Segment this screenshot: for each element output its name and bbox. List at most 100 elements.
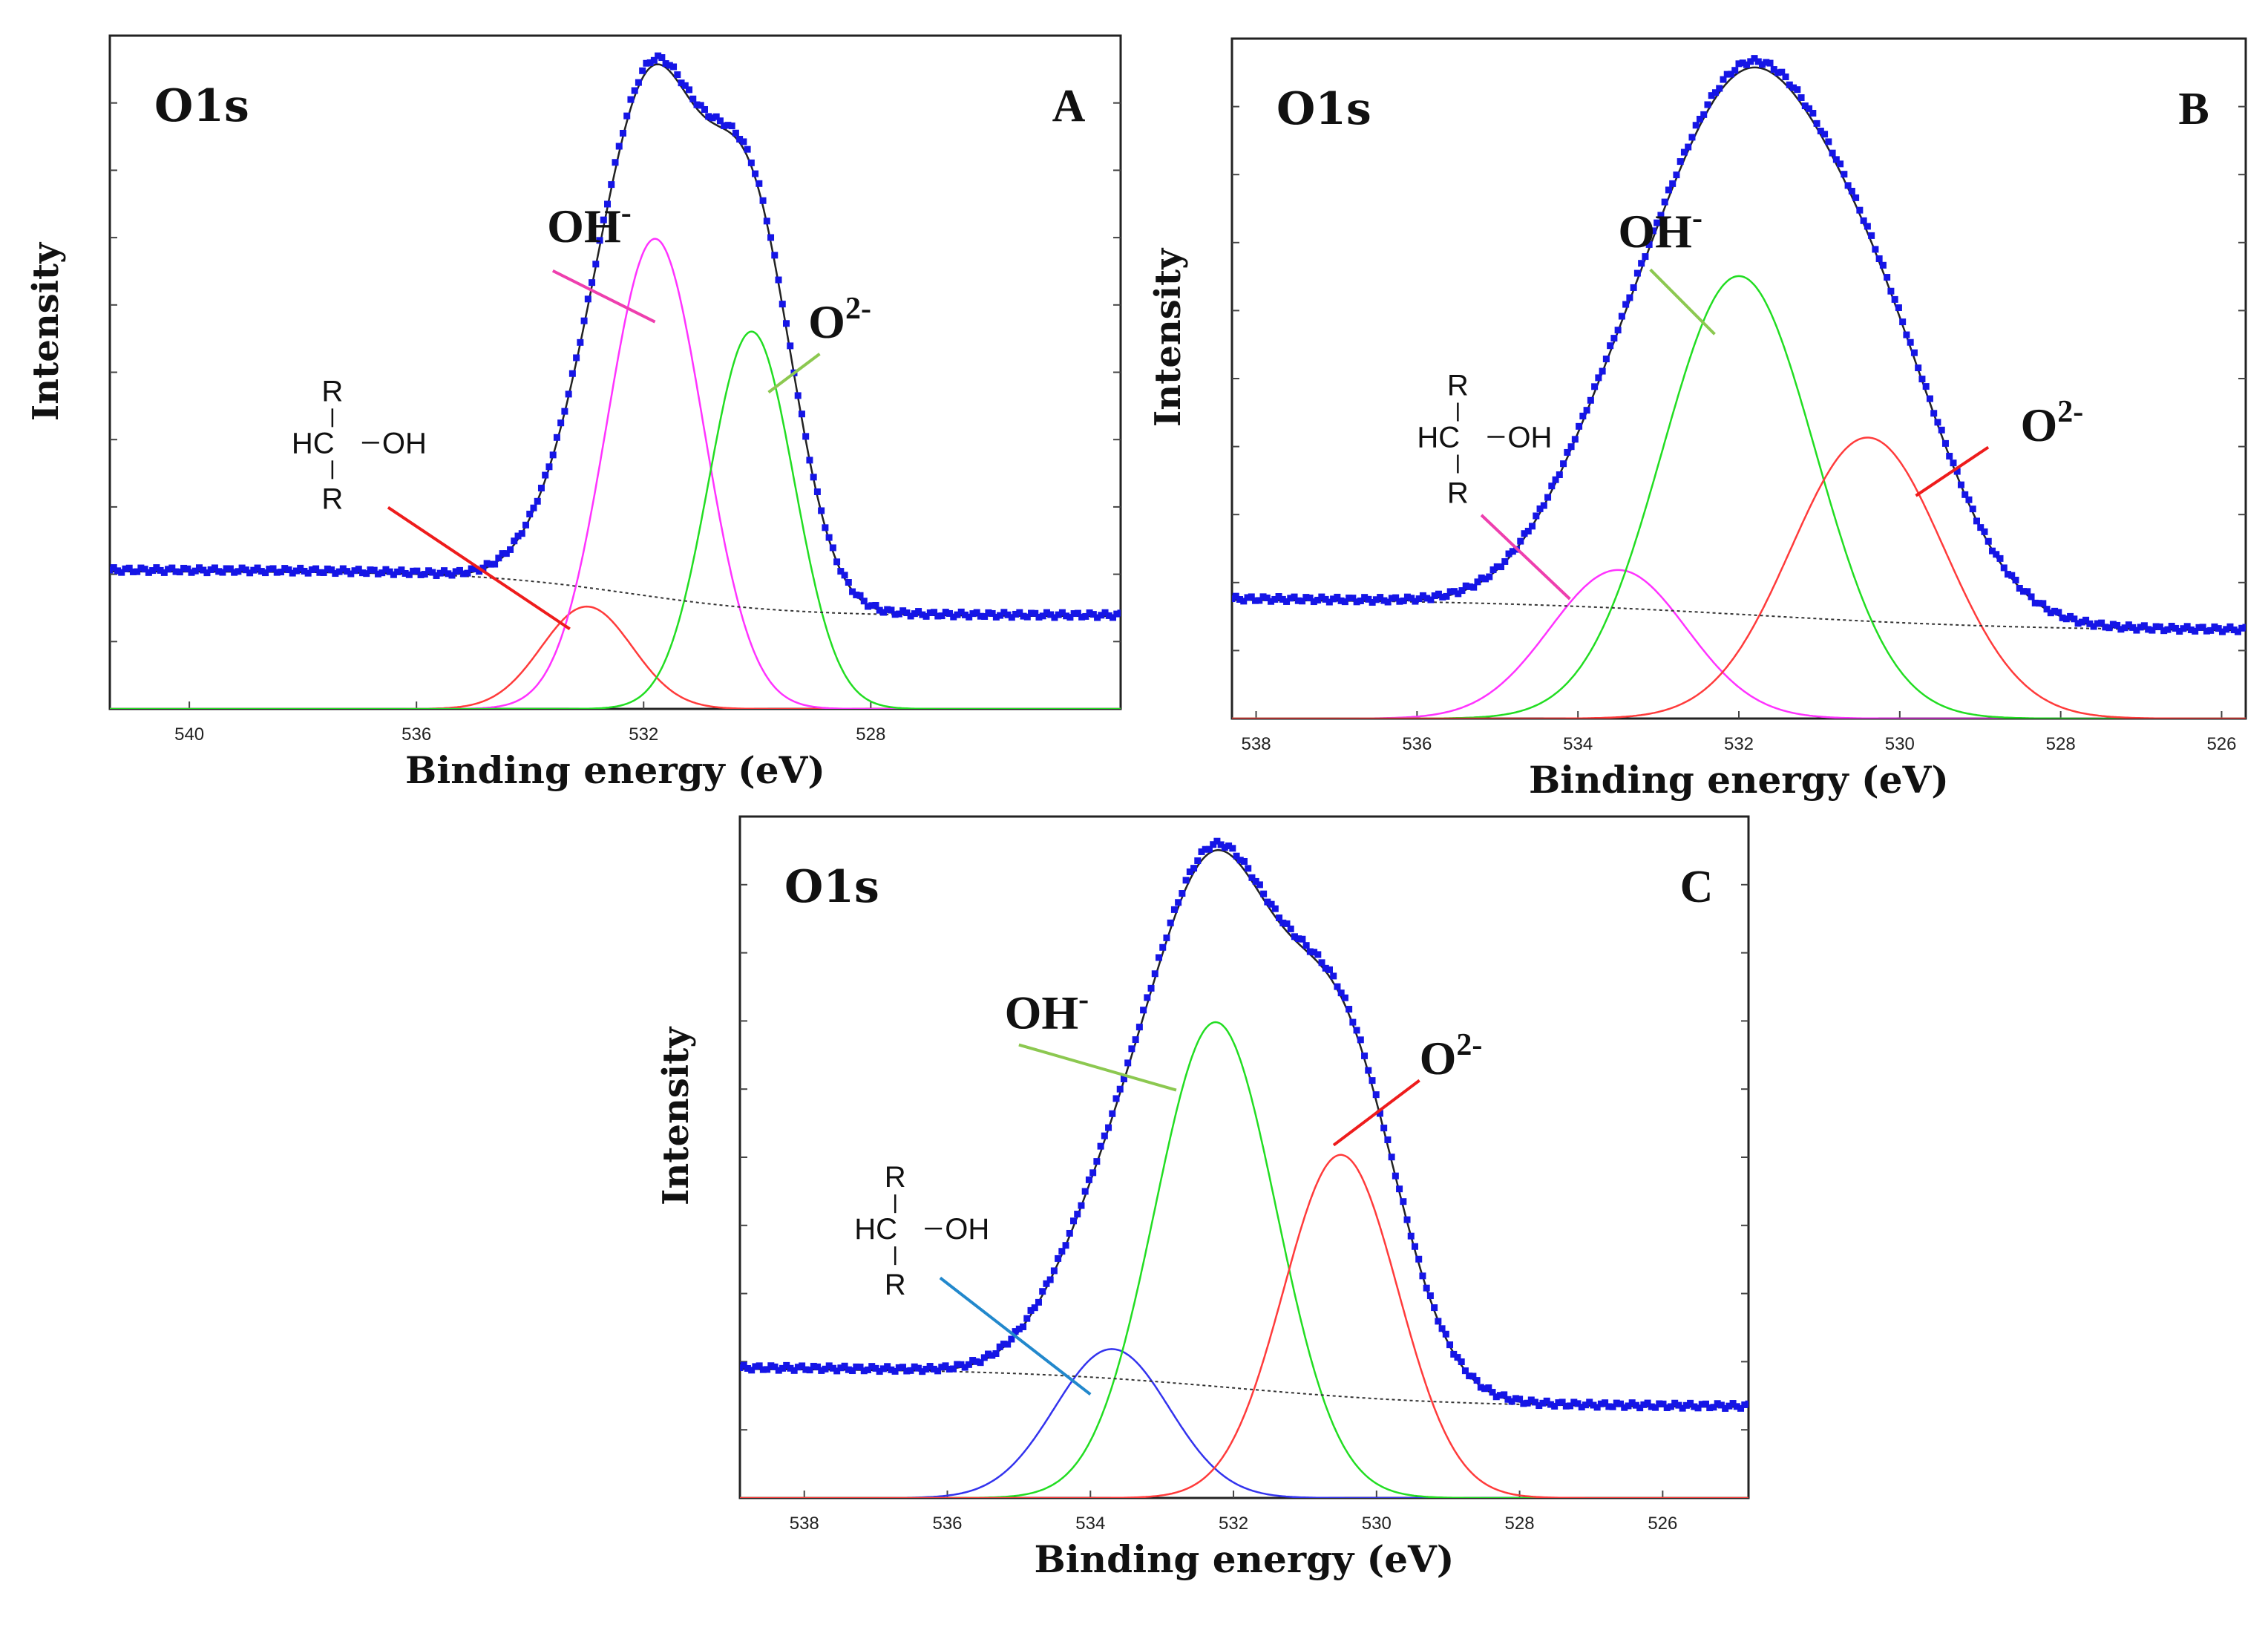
- data-point: [398, 566, 405, 574]
- data-point: [394, 568, 402, 575]
- data-point: [1996, 554, 2004, 562]
- data-point: [1330, 972, 1337, 980]
- data-point: [2043, 606, 2051, 613]
- data-point: [1613, 1399, 1620, 1407]
- data-point: [1325, 598, 1333, 606]
- plot-frame: [1230, 37, 2247, 720]
- data-point: [833, 1367, 841, 1375]
- component-curve-c-oh: [110, 605, 1121, 709]
- data-point: [2102, 624, 2109, 631]
- data-point: [969, 610, 977, 618]
- data-point: [949, 1365, 957, 1373]
- data-point: [911, 1363, 918, 1370]
- data-point: [129, 568, 137, 575]
- data-point: [1279, 919, 1287, 926]
- data-point: [1236, 857, 1244, 864]
- data-point: [740, 138, 747, 145]
- data-point: [1170, 906, 1178, 913]
- data-point: [1241, 857, 1248, 865]
- data-point: [876, 1368, 883, 1375]
- data-point: [1361, 594, 1369, 601]
- data-point: [736, 136, 744, 143]
- data-point: [542, 471, 549, 479]
- data-point: [1884, 274, 1891, 281]
- data-point: [1539, 1399, 1547, 1407]
- data-point: [165, 566, 172, 573]
- data-point: [254, 564, 261, 572]
- data-point: [1252, 877, 1259, 885]
- x-tick-label: 538: [790, 1514, 819, 1534]
- data-point: [724, 122, 732, 129]
- data-point: [604, 200, 612, 208]
- data-point: [981, 613, 989, 621]
- data-point: [1806, 105, 1813, 112]
- data-point: [1659, 1400, 1667, 1407]
- data-point: [1679, 1404, 1686, 1412]
- panel-letter: A: [1052, 81, 1086, 131]
- data-point: [806, 1367, 813, 1374]
- data-point: [865, 603, 871, 610]
- data-point: [938, 612, 945, 620]
- data-point: [1210, 841, 1217, 848]
- data-point: [752, 1363, 759, 1370]
- structure-oh: OH: [1507, 422, 1552, 454]
- data-point: [1396, 598, 1403, 605]
- data-point: [1411, 1243, 1418, 1250]
- data-point: [1078, 1202, 1085, 1209]
- data-point: [919, 1368, 926, 1375]
- data-point: [1540, 502, 1547, 509]
- x-tick-label: 534: [1563, 734, 1593, 754]
- data-point: [413, 567, 421, 575]
- data-point: [1349, 1018, 1357, 1026]
- data-point: [1848, 188, 1855, 195]
- data-point: [1252, 597, 1259, 604]
- data-point: [289, 569, 296, 577]
- data-point: [324, 565, 331, 572]
- data-point: [989, 1352, 996, 1359]
- data-point: [1578, 1404, 1585, 1411]
- data-point: [2036, 600, 2043, 607]
- data-point: [919, 611, 926, 618]
- data-point: [697, 102, 704, 109]
- data-point: [425, 567, 433, 575]
- data-point: [650, 56, 658, 64]
- data-point: [1074, 609, 1081, 617]
- data-point: [1632, 1401, 1639, 1409]
- data-point: [526, 510, 534, 517]
- data-point: [390, 571, 397, 578]
- data-point: [1496, 1392, 1504, 1399]
- data-point: [996, 1343, 1003, 1350]
- data-point: [872, 1364, 879, 1372]
- data-point: [2086, 620, 2094, 627]
- data-point: [1700, 111, 1708, 118]
- data-point: [367, 566, 374, 574]
- data-point: [1711, 89, 1719, 96]
- data-point: [460, 570, 468, 578]
- data-point: [1809, 110, 1817, 117]
- data-point: [965, 1361, 972, 1368]
- data-point: [1311, 949, 1318, 956]
- data-point: [1938, 426, 1945, 434]
- data-point: [1023, 1315, 1031, 1322]
- data-point: [1926, 395, 1933, 402]
- data-point: [1829, 149, 1836, 157]
- data-point: [662, 60, 669, 68]
- data-point: [308, 566, 315, 574]
- data-point: [1950, 459, 1957, 467]
- data-point: [405, 571, 413, 578]
- data-point: [1708, 92, 1715, 99]
- data-point: [1745, 1400, 1748, 1407]
- data-point: [1012, 610, 1020, 618]
- data-point: [1587, 396, 1594, 404]
- data-point: [1372, 1091, 1380, 1099]
- data-point: [2082, 616, 2090, 624]
- data-point: [1574, 1400, 1582, 1407]
- component-curve-c-oh: [1232, 569, 2246, 719]
- data-point: [1240, 598, 1248, 605]
- data-point: [2152, 623, 2160, 630]
- data-point: [1000, 1341, 1007, 1348]
- data-point: [1860, 217, 1867, 224]
- data-point: [580, 317, 588, 324]
- data-point: [969, 1357, 977, 1364]
- data-point: [783, 1361, 790, 1369]
